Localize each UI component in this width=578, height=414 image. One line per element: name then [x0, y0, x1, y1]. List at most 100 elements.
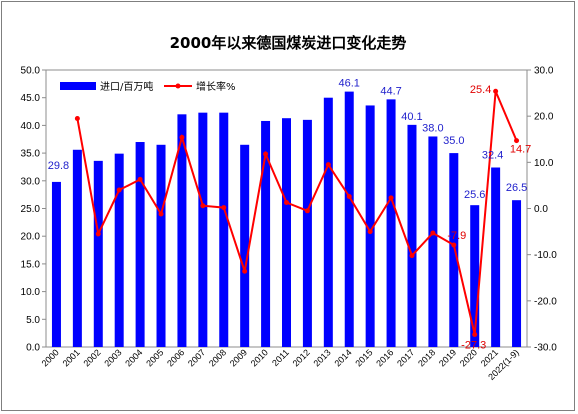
bar: [428, 136, 438, 347]
y-left-tick-label: 30.0: [21, 176, 41, 187]
y-left-tick-label: 50.0: [21, 66, 41, 77]
legend-bar-swatch: [60, 82, 96, 90]
bar: [302, 119, 312, 347]
bar: [470, 205, 480, 347]
bar: [261, 120, 271, 347]
x-tick-label: 2009: [228, 347, 249, 368]
growth-point: [472, 332, 478, 338]
x-tick-label: 2019: [437, 347, 458, 368]
x-tick-label: 2017: [395, 347, 416, 368]
x-tick-label: 2002: [81, 347, 102, 368]
bar: [512, 200, 522, 347]
bars-layer: [51, 91, 522, 348]
bar-value-label: 35.0: [443, 135, 464, 147]
growth-point: [325, 162, 331, 168]
legend-line-label: 增长率%: [196, 80, 236, 93]
x-tick-label: 2000: [40, 347, 61, 368]
y-left-tick-label: 0.0: [26, 343, 40, 354]
growth-point: [137, 176, 143, 182]
growth-point: [158, 211, 164, 217]
y-left-tick-label: 25.0: [21, 204, 41, 215]
y-left-tick-label: 5.0: [26, 315, 40, 326]
y-right-tick-label: 30.0: [534, 66, 554, 77]
growth-value-label: 14.7: [510, 144, 531, 156]
growth-point: [451, 242, 457, 248]
y-right-tick-label: -30.0: [534, 343, 557, 354]
bar: [198, 112, 208, 348]
growth-point: [514, 138, 520, 144]
growth-point: [493, 88, 499, 94]
y-right-tick-label: -10.0: [534, 250, 557, 261]
x-tick-label: 2012: [291, 347, 312, 368]
bar-value-label: 38.0: [422, 122, 443, 134]
legend-bar-label: 进口/百万吨: [100, 80, 153, 93]
growth-point: [263, 151, 269, 157]
growth-point: [221, 205, 227, 211]
bar-value-label: 40.1: [401, 111, 422, 123]
x-tick-label: 2018: [416, 347, 437, 368]
x-tick-label: 2015: [353, 347, 374, 368]
y-right-tick-label: 20.0: [534, 112, 554, 123]
line-layer: [74, 88, 520, 338]
bar: [177, 114, 187, 347]
bar: [365, 105, 375, 348]
bar: [344, 91, 354, 347]
legend: 进口/百万吨 增长率%: [60, 80, 236, 93]
growth-point: [116, 187, 122, 193]
bar: [407, 124, 417, 347]
growth-point: [242, 268, 248, 274]
legend-line-marker: [175, 83, 181, 89]
bar: [219, 112, 229, 348]
growth-point: [74, 115, 80, 121]
bar: [282, 118, 291, 347]
x-tick-label: 2006: [165, 347, 186, 368]
bar: [93, 160, 103, 347]
x-tick-label: 2013: [312, 347, 333, 368]
bar: [135, 142, 145, 347]
bar-value-label: 26.5: [506, 182, 527, 194]
bar: [491, 167, 501, 347]
y-left-tick-label: 40.0: [21, 121, 41, 132]
growth-point: [95, 231, 101, 237]
y-left-tick-label: 45.0: [21, 93, 41, 104]
y-left-tick-label: 20.0: [21, 232, 41, 243]
bar: [51, 181, 61, 347]
growth-line: [76, 90, 518, 335]
x-tick-label: 2008: [207, 347, 228, 368]
x-tick-label: 2004: [123, 347, 144, 368]
x-tick-label: 2014: [332, 347, 353, 368]
growth-point: [346, 193, 352, 199]
growth-point: [200, 203, 206, 209]
y-right-tick-label: 0.0: [534, 204, 548, 215]
bar: [72, 149, 82, 347]
y-left-tick-label: 35.0: [21, 149, 41, 160]
y-left-tick-label: 15.0: [21, 259, 41, 270]
bar-value-label: 29.8: [48, 160, 69, 172]
y-right-tick-label: 10.0: [534, 158, 554, 169]
bar: [386, 99, 396, 347]
x-tick-label: 2016: [374, 347, 395, 368]
bar-value-label: 25.6: [464, 189, 485, 201]
bar: [323, 97, 333, 347]
chart-title: 2000年以来德国煤炭进口变化走势: [170, 34, 407, 52]
bar-value-label: 44.7: [380, 85, 401, 97]
growth-point: [388, 195, 394, 201]
x-tick-label: 2005: [144, 347, 165, 368]
labels-layer: 29.8 46.1 44.7 40.138.035.0 25.6 32.4 26.5 -7.9…: [48, 78, 532, 352]
y-left-tick-label: 10.0: [21, 287, 41, 298]
growth-point: [409, 253, 415, 259]
bar: [114, 153, 124, 347]
growth-point: [179, 134, 185, 140]
growth-point: [304, 208, 310, 214]
growth-point: [367, 229, 373, 235]
growth-value-label: 25.4: [470, 84, 491, 96]
x-tick-label: 2010: [249, 347, 270, 368]
growth-point: [284, 199, 289, 205]
growth-point: [430, 230, 436, 236]
x-tick-label: 2001: [61, 347, 82, 368]
x-tick-label: 2007: [186, 347, 207, 368]
y-right-tick-label: -20.0: [534, 296, 557, 307]
bar: [240, 144, 250, 347]
